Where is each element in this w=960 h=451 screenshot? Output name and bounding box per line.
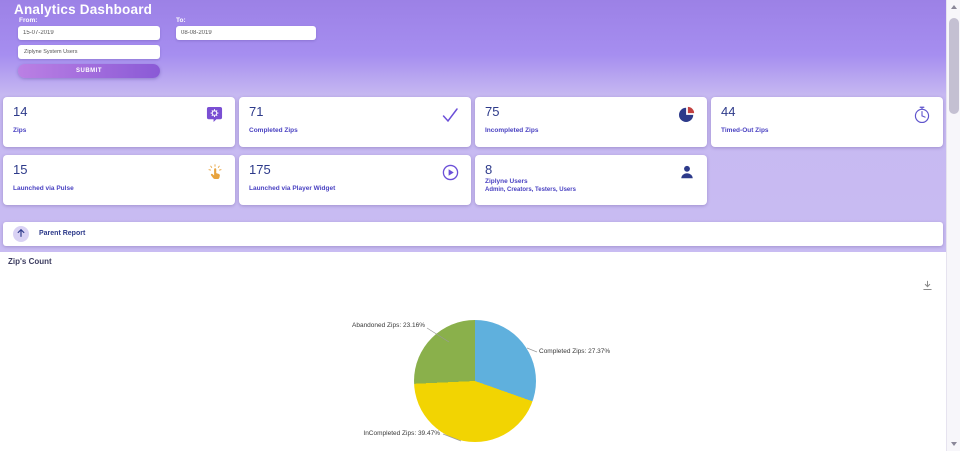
stat-value: 15 <box>13 162 28 177</box>
stat-label: Ziplyne Users <box>485 178 528 185</box>
play-icon <box>442 164 459 186</box>
triangle-down-icon <box>951 442 957 446</box>
page-title: Analytics Dashboard <box>14 2 153 17</box>
to-date-input[interactable] <box>176 26 316 40</box>
user-filter-select[interactable]: Ziplyne System Users <box>18 45 160 59</box>
from-date-input[interactable] <box>18 26 160 40</box>
scrollbar-thumb[interactable] <box>949 18 959 114</box>
stat-label: Launched via Player Widget <box>249 185 336 192</box>
stat-value: 14 <box>13 104 28 119</box>
user-filter-value: Ziplyne System Users <box>24 49 78 55</box>
stat-card-launched-via-player-widget: 175 Launched via Player Widget <box>239 155 471 205</box>
stat-label: Zips <box>13 127 27 134</box>
pie-label-incompleted-zips: InCompleted Zips: 39.47% <box>363 430 440 437</box>
stat-label: Completed Zips <box>249 127 298 134</box>
triangle-up-icon <box>951 5 957 9</box>
parent-report-button[interactable] <box>13 226 29 242</box>
touch-icon <box>207 164 223 185</box>
pie-chart[interactable] <box>414 320 536 442</box>
stat-card-ziplyne-users: 8 Ziplyne Users Admin, Creators, Testers… <box>475 155 707 205</box>
clock-icon <box>913 106 931 129</box>
stat-label: Launched via Pulse <box>13 185 74 192</box>
pie-label-abandoned-zips: Abandoned Zips: 23.16% <box>352 322 425 329</box>
stat-card-incompleted-zips: 75 Incompleted Zips <box>475 97 707 147</box>
arrow-up-icon <box>16 225 26 243</box>
stat-card-zips: 14 Zips <box>3 97 235 147</box>
stat-card-completed-zips: 71 Completed Zips <box>239 97 471 147</box>
stat-value: 71 <box>249 104 264 119</box>
stat-value: 175 <box>249 162 271 177</box>
parent-report-bar: Parent Report <box>3 222 943 246</box>
scrollbar[interactable] <box>946 0 960 451</box>
chart-panel: Zip's Count Abandoned Zips: 23.16% Compl… <box>0 252 946 451</box>
parent-report-label: Parent Report <box>39 230 86 237</box>
from-label: From: <box>19 17 38 24</box>
pie-icon <box>679 106 695 127</box>
stat-label: Timed-Out Zips <box>721 127 769 134</box>
stat-sublabel: Admin, Creators, Testers, Users <box>485 187 576 193</box>
scrollbar-down-button[interactable] <box>947 437 960 451</box>
gear-bubble-icon <box>206 106 223 128</box>
submit-button[interactable]: SUBMIT <box>18 64 160 78</box>
stat-label: Incompleted Zips <box>485 127 539 134</box>
user-icon <box>679 164 695 185</box>
stat-card-launched-via-pulse: 15 Launched via Pulse <box>3 155 235 205</box>
chart-title: Zip's Count <box>8 257 52 266</box>
check-icon <box>441 106 459 129</box>
stat-value: 8 <box>485 162 493 177</box>
stat-card-timed-out-zips: 44 Timed-Out Zips <box>711 97 943 147</box>
to-label: To: <box>176 17 186 24</box>
stat-value: 44 <box>721 104 736 119</box>
pie-label-completed-zips: Completed Zips: 27.37% <box>539 348 611 355</box>
download-icon <box>922 278 933 295</box>
stat-value: 75 <box>485 104 500 119</box>
scrollbar-up-button[interactable] <box>947 0 960 14</box>
export-chart-button[interactable] <box>922 278 933 296</box>
